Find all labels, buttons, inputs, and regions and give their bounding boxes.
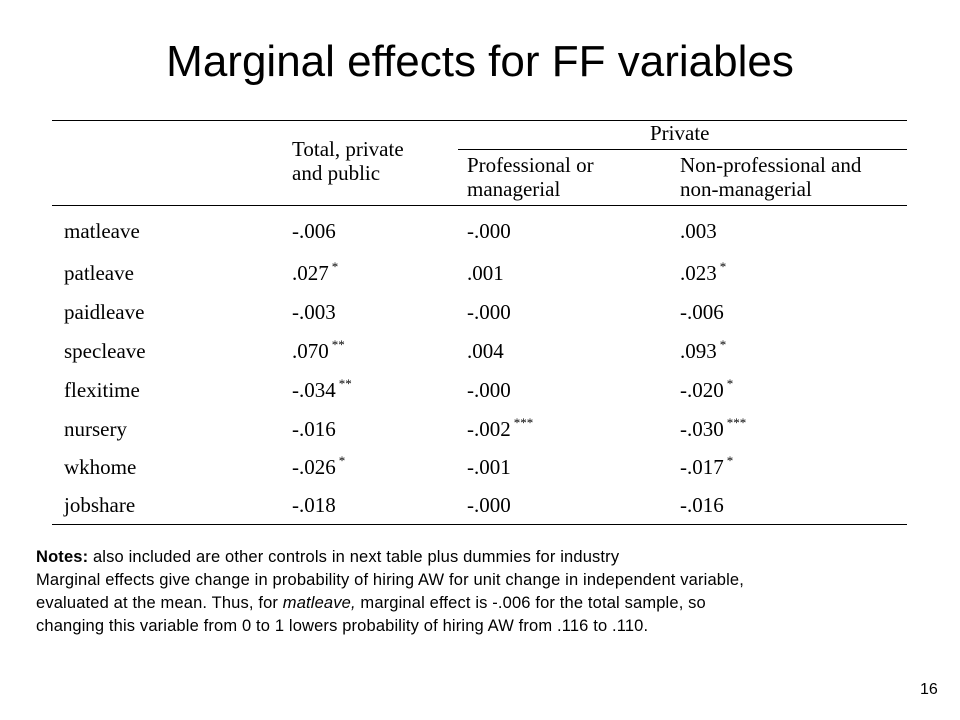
value-nonprofessional: .023 * — [680, 259, 727, 285]
page-number: 16 — [920, 681, 938, 698]
row-label: patleave — [64, 261, 134, 285]
private-group-rule — [458, 149, 907, 150]
value-total: -.034 ** — [292, 376, 352, 402]
group-header-private: Private — [650, 121, 710, 145]
notes-label: Notes: — [36, 548, 89, 566]
value-professional: -.001 — [467, 455, 511, 479]
value-professional: -.000 — [467, 300, 511, 324]
value-total: -.016 — [292, 417, 336, 441]
value-nonprofessional: .003 — [680, 219, 717, 243]
column-header-total-line2: and public — [292, 161, 381, 185]
row-label: jobshare — [64, 493, 136, 517]
value-nonprofessional: -.016 — [680, 493, 724, 517]
column-header-nonprofessional: Non-professional and non-managerial — [680, 153, 861, 201]
value-nonprofessional: -.006 — [680, 300, 724, 324]
row-label: matleave — [64, 219, 140, 243]
value-professional: .001 — [467, 261, 504, 285]
header-bottom-rule — [52, 205, 907, 206]
value-total: .027 * — [292, 259, 339, 285]
table-top-rule — [52, 120, 907, 121]
notes-line-2: Marginal effects give change in probabil… — [36, 571, 744, 589]
value-total: -.026 * — [292, 453, 346, 479]
value-nonprofessional: -.020 * — [680, 376, 734, 402]
row-label: nursery — [64, 417, 127, 441]
row-label: wkhome — [64, 455, 137, 479]
column-header-professional-line2: managerial — [467, 177, 561, 201]
value-professional: -.000 — [467, 493, 511, 517]
notes-variable-name: matleave, — [282, 594, 356, 612]
notes-line-1: Notes: also included are other controls … — [36, 548, 620, 566]
notes-line-3: evaluated at the mean. Thus, for matleav… — [36, 594, 706, 612]
notes-block: Notes: also included are other controls … — [36, 546, 936, 638]
column-header-total-line1: Total, private — [292, 137, 404, 161]
value-professional: .004 — [467, 339, 504, 363]
marginal-effects-table: Private Total, private and public Profes… — [52, 120, 907, 525]
table-bottom-rule — [52, 524, 907, 525]
slide-title: Marginal effects for FF variables — [166, 37, 794, 86]
value-professional: -.000 — [467, 219, 511, 243]
column-header-nonprofessional-line1: Non-professional and — [680, 153, 862, 177]
value-nonprofessional: -.030 *** — [680, 415, 747, 441]
value-nonprofessional: -.017 * — [680, 453, 734, 479]
value-total: .070 ** — [292, 337, 345, 363]
column-header-professional: Professional or managerial — [467, 153, 594, 201]
notes-line-4: changing this variable from 0 to 1 lower… — [36, 617, 649, 635]
value-total: -.006 — [292, 219, 336, 243]
column-header-professional-line1: Professional or — [467, 153, 594, 177]
value-total: -.003 — [292, 300, 336, 324]
column-header-nonprofessional-line2: non-managerial — [680, 177, 812, 201]
row-label: specleave — [64, 339, 146, 363]
value-total: -.018 — [292, 493, 336, 517]
value-professional: -.000 — [467, 378, 511, 402]
value-professional: -.002 *** — [467, 415, 534, 441]
value-nonprofessional: .093 * — [680, 337, 727, 363]
row-label: flexitime — [64, 378, 140, 402]
column-header-total: Total, private and public — [292, 137, 404, 185]
row-label: paidleave — [64, 300, 145, 324]
